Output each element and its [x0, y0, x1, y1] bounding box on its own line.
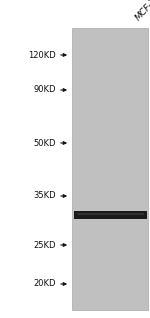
Bar	[74, 211, 147, 219]
Text: 120KD: 120KD	[28, 51, 56, 59]
Text: 35KD: 35KD	[33, 191, 56, 201]
Text: 25KD: 25KD	[33, 240, 56, 250]
Text: 20KD: 20KD	[33, 280, 56, 288]
Text: 50KD: 50KD	[33, 139, 56, 148]
Bar	[72, 28, 148, 310]
Text: MCF-7: MCF-7	[133, 0, 150, 22]
Bar	[77, 213, 144, 215]
Text: 90KD: 90KD	[33, 86, 56, 94]
